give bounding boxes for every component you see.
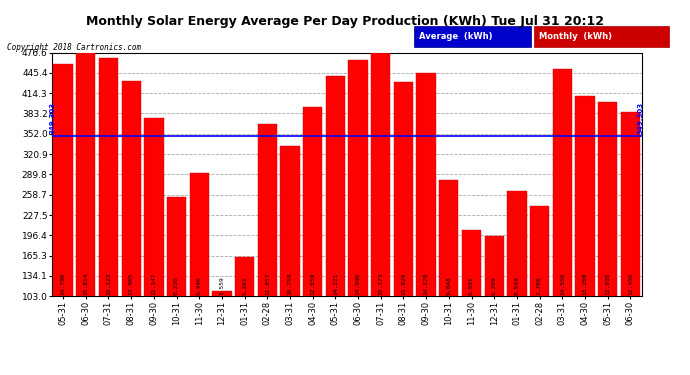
Text: 11.857: 11.857 [265, 273, 270, 295]
Text: 9.440: 9.440 [197, 276, 201, 295]
Text: 15.123: 15.123 [106, 273, 111, 295]
Text: 7.768: 7.768 [537, 276, 542, 295]
Bar [371, 53, 391, 363]
Bar [144, 118, 164, 363]
Text: Monthly  (kWh): Monthly (kWh) [539, 32, 612, 41]
Bar [280, 146, 299, 363]
Text: 14.550: 14.550 [560, 273, 565, 295]
Text: 14.378: 14.378 [424, 273, 428, 295]
Bar [167, 197, 186, 363]
Text: 13.965: 13.965 [128, 273, 134, 295]
Text: Copyright 2018 Cartronics.com: Copyright 2018 Cartronics.com [7, 43, 141, 52]
Bar [598, 102, 618, 363]
Bar [53, 64, 72, 363]
Text: 9.048: 9.048 [446, 276, 451, 295]
Bar [440, 180, 458, 363]
Text: 12.659: 12.659 [310, 273, 315, 295]
Text: 15.814: 15.814 [83, 273, 88, 295]
Text: 10.759: 10.759 [288, 273, 293, 295]
Bar [507, 190, 526, 363]
Text: 349.303: 349.303 [50, 102, 56, 134]
Bar [257, 124, 277, 363]
Bar [303, 107, 322, 363]
Text: 12.938: 12.938 [605, 273, 610, 295]
Bar [121, 81, 141, 363]
Bar [235, 257, 254, 363]
Bar [76, 44, 95, 363]
FancyBboxPatch shape [534, 26, 669, 47]
Bar [530, 206, 549, 363]
Text: 5.261: 5.261 [242, 276, 247, 295]
FancyBboxPatch shape [414, 26, 531, 47]
Bar [190, 172, 209, 363]
Bar [462, 230, 481, 363]
Bar [394, 82, 413, 363]
Text: 12.456: 12.456 [628, 273, 633, 295]
Bar [99, 58, 118, 363]
Text: 12.147: 12.147 [151, 273, 157, 295]
Bar [417, 73, 436, 363]
Text: 14.221: 14.221 [333, 273, 338, 295]
Bar [484, 236, 504, 363]
Text: 14.996: 14.996 [355, 273, 361, 295]
Text: 14.796: 14.796 [61, 273, 66, 295]
Text: 8.220: 8.220 [174, 276, 179, 295]
Text: 6.591: 6.591 [469, 276, 474, 295]
Text: 13.929: 13.929 [401, 273, 406, 295]
Text: 3.559: 3.559 [219, 276, 224, 295]
Text: Monthly Solar Energy Average Per Day Production (KWh) Tue Jul 31 20:12: Monthly Solar Energy Average Per Day Pro… [86, 15, 604, 28]
Text: 349.303: 349.303 [638, 102, 644, 134]
Bar [326, 76, 345, 363]
Text: Average  (kWh): Average (kWh) [419, 32, 493, 41]
Bar [575, 96, 595, 363]
Text: 15.373: 15.373 [378, 273, 383, 295]
Bar [348, 60, 368, 363]
Text: 8.549: 8.549 [515, 276, 520, 295]
Bar [213, 291, 232, 363]
Text: 13.208: 13.208 [582, 273, 587, 295]
Bar [553, 69, 572, 363]
Text: 6.289: 6.289 [492, 276, 497, 295]
Bar [621, 111, 640, 363]
